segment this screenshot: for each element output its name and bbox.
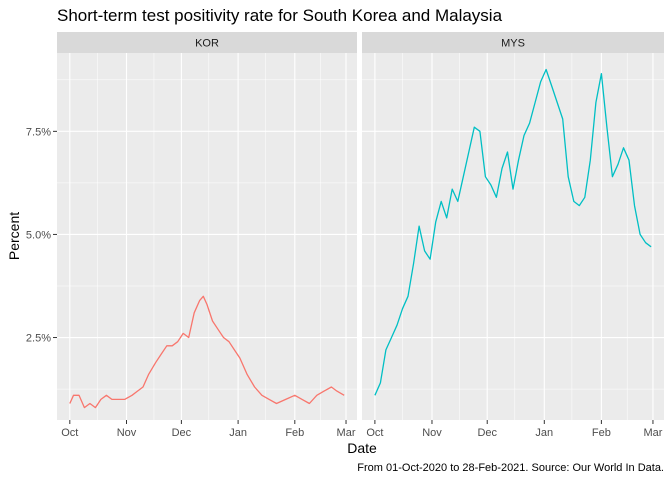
panel-background [362,53,664,420]
x-tick-label: Feb [285,427,304,439]
x-axis-label: Date [347,440,377,456]
chart-title: Short-term test positivity rate for Sout… [57,6,503,25]
y-tick-label: 2.5% [26,333,51,345]
facet-strip [362,32,664,53]
x-tick-label: Jan [535,427,553,439]
x-tick-label: Feb [592,427,611,439]
y-axis-label: Percent [6,212,22,260]
series-line-mys [374,68,652,396]
facet-strip-label: KOR [195,38,219,50]
panel-background [57,53,357,420]
x-tick-label: Dec [172,427,192,439]
x-tick-label: Mar [337,427,356,439]
x-tick-label: Nov [117,427,137,439]
panel-kor: KOR Oct Nov Dec Jan Feb Mar [57,32,357,439]
panel-mys: MYS Oct Nov Dec Jan Feb Mar [362,32,664,439]
x-tick-label: Dec [477,427,497,439]
x-tick-label: Nov [422,427,442,439]
y-tick-label: 7.5% [26,126,51,138]
facet-strip-label: MYS [501,38,525,50]
x-tick-label: Oct [366,427,383,439]
x-tick-label: Oct [61,427,78,439]
chart-caption: From 01-Oct-2020 to 28-Feb-2021. Source:… [357,462,664,474]
facet-strip [57,32,357,53]
y-tick-label: 5.0% [26,229,51,241]
x-tick-label: Jan [229,427,247,439]
x-tick-label: Mar [643,427,662,439]
series-line-kor [69,295,345,409]
